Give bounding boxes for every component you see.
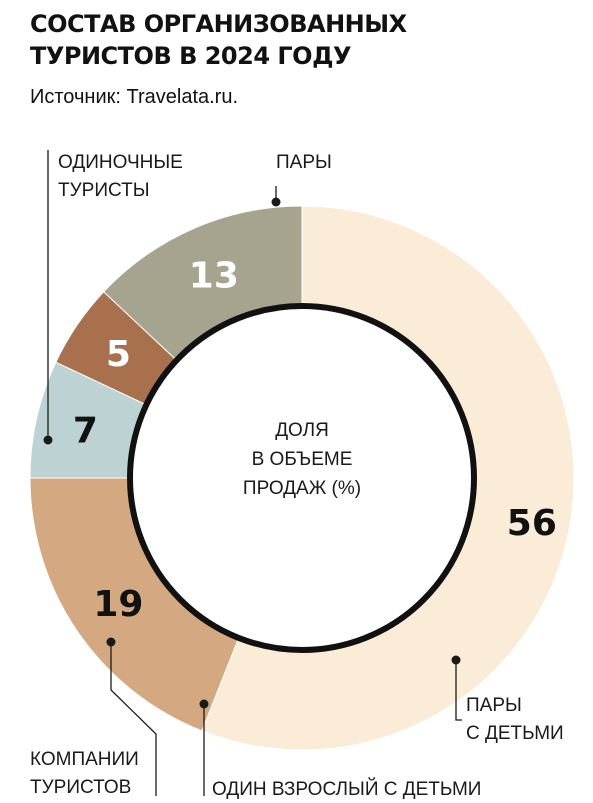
leader-dot-2 xyxy=(451,655,461,665)
leader-dot-5 xyxy=(43,435,53,445)
donut-center xyxy=(127,303,477,653)
slice-value-label-4: 5 xyxy=(106,334,131,375)
chart-title: СОСТАВ ОРГАНИЗОВАННЫХ ТУРИСТОВ В 2024 ГО… xyxy=(30,8,407,72)
donut-labels: ПАРЫ ПАРЫ С ДЕТЬМИ ОДИН ВЗРОСЛЫЙ С ДЕТЬМИ КО… xyxy=(30,150,564,800)
slice-category-label-2: ПАРЫ С ДЕТЬМИ xyxy=(466,695,564,744)
chart-source: Источник: Travelata.ru. xyxy=(30,86,239,108)
leader-dot-1 xyxy=(271,197,281,207)
leader-dot-4 xyxy=(106,637,116,647)
chart-title-line-2: ТУРИСТОВ В 2024 ГОДУ xyxy=(30,42,351,70)
donut-values: 56 19 75 13 xyxy=(73,255,557,625)
slice-value-label-5: 13 xyxy=(189,255,239,296)
leader-line-2 xyxy=(455,660,462,721)
chart-title-line-1: СОСТАВ ОРГАНИЗОВАННЫХ xyxy=(30,10,407,38)
slice-category-label-4: КОМПАНИИ ТУРИСТОВ xyxy=(30,749,139,798)
slice-category-label-3: ОДИН ВЗРОСЛЫЙ С ДЕТЬМИ xyxy=(212,778,481,800)
slice-category-label-1: ПАРЫ xyxy=(276,152,332,173)
slice-value-label-1: 56 xyxy=(507,503,557,544)
slice-value-label-2: 19 xyxy=(93,584,143,625)
leader-dot-3 xyxy=(199,699,209,709)
center-caption: ДОЛЯ В ОБЪЕМЕ ПРОДАЖ (%) xyxy=(243,420,361,499)
slice-category-label-5: ОДИНОЧНЫЕ ТУРИСТЫ xyxy=(58,152,183,201)
leader-line-4 xyxy=(110,642,157,796)
slice-value-label-3: 7 xyxy=(73,411,98,452)
